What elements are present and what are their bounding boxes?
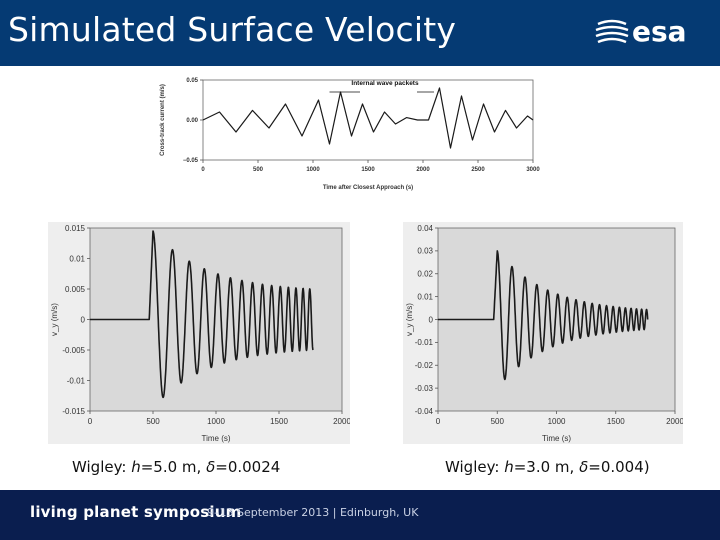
y-tick-label: 0.015 xyxy=(65,224,86,233)
caption-delta-value: =0.0024 xyxy=(215,458,281,476)
caption-h-symbol: h xyxy=(504,458,514,476)
y-tick-label: 0 xyxy=(429,315,434,324)
y-axis-label: v_y (m/s) xyxy=(405,303,414,336)
x-tick-label: 1000 xyxy=(207,417,225,426)
x-tick-label: 1000 xyxy=(548,417,566,426)
footer-event-name: living planet symposium xyxy=(30,503,242,521)
x-tick-label: 1500 xyxy=(607,417,625,426)
y-tick-label: -0.01 xyxy=(67,376,86,385)
x-tick-label: 500 xyxy=(491,417,505,426)
plot-area xyxy=(202,79,534,161)
data-line xyxy=(438,250,649,381)
y-tick-label: -0.04 xyxy=(415,407,434,416)
esa-globe-icon xyxy=(595,19,629,44)
x-axis-label: Time (s) xyxy=(542,434,571,443)
caption-h-symbol: h xyxy=(131,458,141,476)
y-tick-label: 0 xyxy=(81,315,86,324)
x-tick-label: 500 xyxy=(146,417,160,426)
y-tick-label: 0.01 xyxy=(417,292,433,301)
y-tick-label: 0.05 xyxy=(186,78,198,84)
caption-prefix: Wigley: xyxy=(72,458,132,476)
data-line xyxy=(202,87,534,149)
caption-delta-symbol: δ xyxy=(579,458,589,476)
y-tick-label: 0.03 xyxy=(417,247,433,256)
y-tick-label: -0.015 xyxy=(62,407,85,416)
slide-header: Simulated Surface Velocity esa xyxy=(0,0,720,66)
y-tick-label: 0.01 xyxy=(69,254,85,263)
slide-footer: living planet symposium 9–13 September 2… xyxy=(0,490,720,540)
x-tick-label: 0 xyxy=(88,417,93,426)
x-tick-label: 1000 xyxy=(306,167,320,173)
caption-prefix: Wigley: xyxy=(445,458,505,476)
x-tick-label: 2000 xyxy=(333,417,350,426)
y-tick-label: -0.03 xyxy=(415,384,434,393)
x-tick-label: 1500 xyxy=(270,417,288,426)
x-tick-label: 2500 xyxy=(471,167,485,173)
x-tick-label: 0 xyxy=(436,417,441,426)
y-tick-label: −0.05 xyxy=(183,158,199,164)
y-tick-label: -0.02 xyxy=(415,361,434,370)
chart-observed: 0 500 1000 1500 2000 2500 3000 −0.05 0.00 0.05 Tim… xyxy=(155,72,542,192)
caption-wigley-h3: Wigley: h=3.0 m, δ=0.004) xyxy=(445,458,650,476)
x-axis-label: Time (s) xyxy=(201,434,230,443)
data-line xyxy=(90,230,314,399)
y-axis-label: v_y (m/s) xyxy=(50,303,59,336)
y-axis-label: Cross-track current (m/s) xyxy=(160,84,166,156)
caption-h-value: =3.0 m, xyxy=(513,458,580,476)
caption-h-value: =5.0 m, xyxy=(140,458,207,476)
y-tick-label: 0.04 xyxy=(417,224,433,233)
x-axis-label: Time after Closest Approach (s) xyxy=(323,185,413,191)
caption-delta-symbol: δ xyxy=(206,458,216,476)
x-tick-label: 0 xyxy=(201,167,205,173)
caption-wigley-h5: Wigley: h=5.0 m, δ=0.0024 xyxy=(72,458,280,476)
footer-event-details: 9–13 September 2013 | Edinburgh, UK xyxy=(207,506,419,519)
x-tick-label: 3000 xyxy=(526,167,540,173)
slide-title: Simulated Surface Velocity xyxy=(8,10,457,49)
x-tick-label: 2000 xyxy=(666,417,683,426)
x-tick-label: 2000 xyxy=(416,167,430,173)
x-tick-label: 500 xyxy=(253,167,264,173)
y-tick-label: 0.02 xyxy=(417,270,433,279)
y-tick-label: 0.005 xyxy=(65,285,86,294)
esa-logo: esa xyxy=(594,14,694,54)
y-tick-label: 0.00 xyxy=(186,118,198,124)
x-tick-label: 1500 xyxy=(361,167,375,173)
caption-delta-value: =0.004) xyxy=(588,458,650,476)
chart-wigley-h5: 0 500 1000 1500 2000 -0.015 -0.01 -0.005 0 0.005 0… xyxy=(48,222,350,444)
annotation-label: Internal wave packets xyxy=(351,80,419,87)
y-tick-label: -0.005 xyxy=(62,346,85,355)
esa-logo-text: esa xyxy=(632,15,687,48)
y-tick-label: -0.01 xyxy=(415,338,434,347)
chart-wigley-h3: 0 500 1000 1500 2000 -0.04 -0.03 -0.02 -0.01 0 0.0… xyxy=(403,222,683,444)
